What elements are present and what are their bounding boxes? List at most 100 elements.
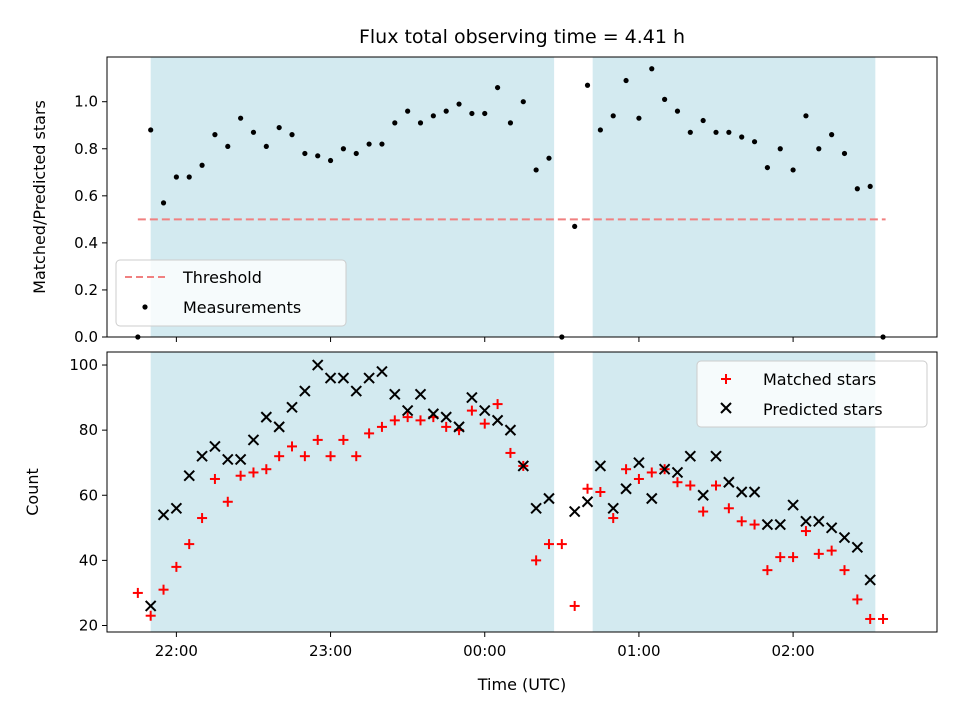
matched-stars-point bbox=[145, 610, 156, 621]
matched-stars-point bbox=[749, 519, 760, 530]
x-tick-label: 22:00 bbox=[155, 642, 198, 660]
legend-predicted-swatch bbox=[720, 402, 732, 414]
predicted-stars-point bbox=[800, 515, 812, 528]
x-tick-label: 02:00 bbox=[771, 642, 814, 660]
predicted-stars-point bbox=[234, 453, 247, 466]
predicted-stars-point bbox=[684, 450, 697, 462]
matched-stars-point bbox=[826, 545, 837, 556]
predicted-stars-point bbox=[350, 385, 362, 397]
predicted-stars-point bbox=[401, 404, 414, 417]
matched-stars-point bbox=[415, 415, 426, 426]
matched-stars-point bbox=[132, 587, 143, 598]
measurement-point bbox=[507, 120, 514, 126]
measurement-point bbox=[353, 150, 359, 157]
matched-stars-point bbox=[698, 506, 709, 517]
predicted-stars-point bbox=[735, 486, 748, 498]
predicted-stars-point bbox=[646, 492, 658, 505]
predicted-stars-point bbox=[260, 411, 273, 423]
measurement-point bbox=[392, 120, 398, 126]
matched-stars-point bbox=[543, 539, 554, 550]
measurement-point bbox=[764, 164, 771, 171]
matched-stars-point bbox=[274, 451, 285, 462]
predicted-stars-point bbox=[517, 460, 529, 472]
bottom-panel-xlabel: Time (UTC) bbox=[477, 675, 566, 694]
y-tick-label: 100 bbox=[69, 356, 98, 374]
predicted-stars-point bbox=[607, 502, 619, 514]
measurement-point bbox=[546, 155, 552, 161]
predicted-stars-point bbox=[851, 541, 864, 554]
predicted-stars-point bbox=[170, 502, 183, 514]
y-tick-label: 0.0 bbox=[74, 328, 98, 346]
predicted-stars-point bbox=[838, 531, 851, 544]
predicted-stars-point bbox=[337, 372, 350, 384]
predicted-stars-point bbox=[389, 388, 401, 401]
predicted-stars-point bbox=[658, 463, 671, 475]
measurement-point bbox=[790, 167, 796, 173]
matched-stars-point bbox=[325, 451, 336, 462]
predicted-stars-point bbox=[363, 372, 375, 384]
predicted-stars-point bbox=[491, 414, 504, 427]
y-tick-label: 0.4 bbox=[74, 234, 98, 252]
y-tick-label: 0.8 bbox=[74, 140, 98, 158]
bottom-panel-series bbox=[132, 359, 889, 624]
measurement-point bbox=[520, 99, 526, 105]
measurement-point bbox=[160, 200, 167, 206]
measurement-point bbox=[456, 101, 462, 107]
matched-stars-point bbox=[492, 399, 503, 410]
measurement-point bbox=[841, 150, 848, 157]
predicted-stars-point bbox=[813, 515, 825, 528]
top-panel-frame bbox=[106, 56, 938, 338]
predicted-stars-point bbox=[440, 411, 452, 423]
measurement-point bbox=[263, 143, 269, 150]
predicted-stars-point bbox=[543, 492, 555, 505]
measurement-point bbox=[751, 139, 758, 145]
measurement-point bbox=[726, 129, 732, 135]
predicted-stars-point bbox=[312, 359, 324, 371]
measurement-point bbox=[494, 84, 501, 91]
predicted-stars-point bbox=[594, 460, 607, 472]
matched-stars-point bbox=[595, 487, 606, 497]
measurement-point bbox=[173, 174, 179, 180]
measurement-point bbox=[417, 120, 424, 126]
measurement-point bbox=[289, 132, 295, 138]
top-panel-series bbox=[135, 66, 886, 340]
matched-stars-point bbox=[672, 477, 683, 488]
predicted-stars-point bbox=[299, 385, 311, 397]
predicted-stars-point bbox=[710, 450, 722, 462]
matched-stars-point bbox=[569, 600, 580, 611]
measurement-point bbox=[238, 115, 244, 121]
matched-stars-point bbox=[621, 464, 632, 475]
measurement-point bbox=[315, 153, 321, 159]
predicted-stars-point bbox=[286, 401, 298, 414]
top-panel-ylabel: Matched/Predicted stars bbox=[30, 100, 49, 294]
predicted-stars-point bbox=[633, 456, 645, 469]
x-tick-label: 01:00 bbox=[617, 642, 660, 660]
measurement-point bbox=[212, 132, 218, 138]
matched-stars-point bbox=[287, 441, 298, 452]
matched-stars-point bbox=[261, 464, 272, 475]
predicted-stars-point bbox=[530, 502, 542, 514]
matched-stars-point bbox=[171, 561, 182, 572]
bottom-panel-y-ticks: 20 40 60 80 100 bbox=[69, 356, 107, 634]
measurement-point bbox=[186, 174, 192, 180]
observing-window-0 bbox=[150, 352, 555, 632]
matched-stars-point bbox=[338, 434, 349, 445]
predicted-stars-point bbox=[273, 421, 285, 433]
matched-stars-point bbox=[441, 421, 452, 432]
y-tick-label: 1.0 bbox=[74, 93, 98, 111]
measurement-point bbox=[366, 141, 372, 147]
measurement-point bbox=[816, 146, 822, 152]
measurement-point bbox=[674, 108, 681, 114]
measurement-point bbox=[777, 146, 783, 152]
matched-stars-point bbox=[865, 613, 876, 624]
measurement-point bbox=[803, 113, 809, 119]
bottom-panel-x-ticks: 22:00 23:00 00:00 01:00 02:00 bbox=[155, 632, 815, 660]
predicted-stars-point bbox=[581, 496, 594, 508]
top-panel: 0.0 0.2 0.4 0.6 0.8 1.0 Matched/Predicted sta… bbox=[30, 56, 938, 346]
x-tick-label: 23:00 bbox=[309, 642, 352, 660]
chart-title: Flux total observing time = 4.41 h bbox=[359, 26, 685, 48]
legend-predicted-label: Predicted stars bbox=[763, 400, 883, 419]
predicted-stars-point bbox=[324, 372, 337, 384]
matched-stars-point bbox=[197, 513, 208, 524]
